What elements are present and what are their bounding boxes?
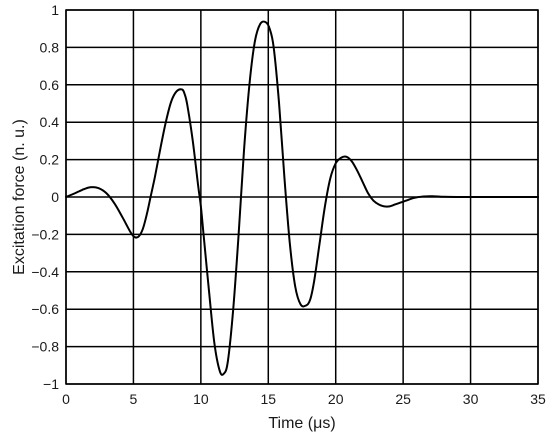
series-line-0 [65, 20, 539, 376]
x-tick-label: 30 [463, 391, 479, 407]
plot-frame [65, 9, 539, 385]
y-tick-label: −0.2 [31, 226, 59, 242]
x-tick-label: 15 [260, 391, 276, 407]
y-tick-label: −0.4 [31, 264, 59, 280]
x-tick-label: 25 [395, 391, 411, 407]
y-tick-label: 1 [51, 2, 59, 18]
x-tick-label: 10 [193, 391, 209, 407]
y-tick-label: −0.6 [31, 301, 59, 317]
series-layer [65, 20, 539, 376]
y-tick-label: −1 [43, 376, 59, 392]
y-tick-labels: 1 0.8 0.6 0.4 0.2 0 −0.2 −0.4 −0.6 −0.8 −1 [31, 2, 59, 392]
y-axis-label: Excitation force (n. u.) [11, 119, 28, 275]
y-tick-label: 0 [51, 189, 59, 205]
y-tick-label: 0.8 [40, 39, 60, 55]
x-axis-label: Time (μs) [268, 415, 335, 432]
y-tick-label: 0.4 [40, 114, 60, 130]
x-tick-label: 5 [130, 391, 138, 407]
x-tick-labels: 0 5 10 15 20 25 30 35 [62, 391, 546, 407]
y-tick-label: 0.6 [40, 77, 60, 93]
y-tick-label: −0.8 [31, 339, 59, 355]
y-tick-label: 0.2 [40, 152, 60, 168]
x-tick-label: 35 [530, 391, 546, 407]
x-tick-label: 20 [328, 391, 344, 407]
x-tick-label: 0 [62, 391, 70, 407]
